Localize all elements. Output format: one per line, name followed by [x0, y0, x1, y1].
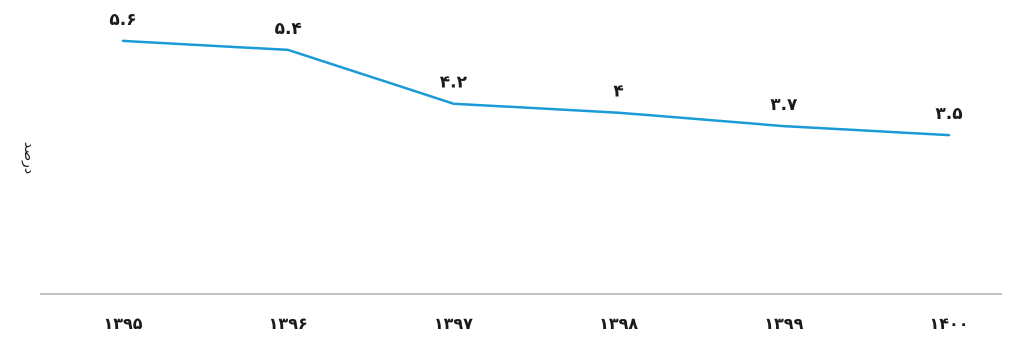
plot-area: ۵.۶ ۵.۴ ۴.۲ ۴ ۳.۷ ۳.۵ [109, 10, 963, 137]
x-tick-label: ۱۳۹۸ [599, 314, 638, 333]
data-label: ۴ [613, 82, 623, 102]
x-axis: ۱۳۹۵ ۱۳۹۶ ۱۳۹۷ ۱۳۹۸ ۱۳۹۹ ۱۴۰۰ [40, 293, 1002, 333]
y-axis-title-group: درصد [21, 142, 37, 174]
x-tick-label: ۱۳۹۶ [269, 314, 308, 333]
data-label: ۵.۶ [109, 10, 136, 30]
y-axis-title: درصد [21, 142, 37, 174]
series-line [121, 39, 951, 137]
x-tick-label: ۱۳۹۵ [103, 314, 142, 333]
x-tick-label: ۱۳۹۹ [764, 314, 803, 333]
data-label: ۳.۵ [935, 104, 962, 124]
data-label: ۳.۷ [770, 95, 798, 115]
x-tick-label: ۱۳۹۷ [434, 314, 473, 333]
data-label: ۵.۴ [275, 19, 302, 39]
data-label: ۴.۲ [440, 73, 468, 93]
x-tick-label: ۱۴۰۰ [929, 314, 968, 333]
